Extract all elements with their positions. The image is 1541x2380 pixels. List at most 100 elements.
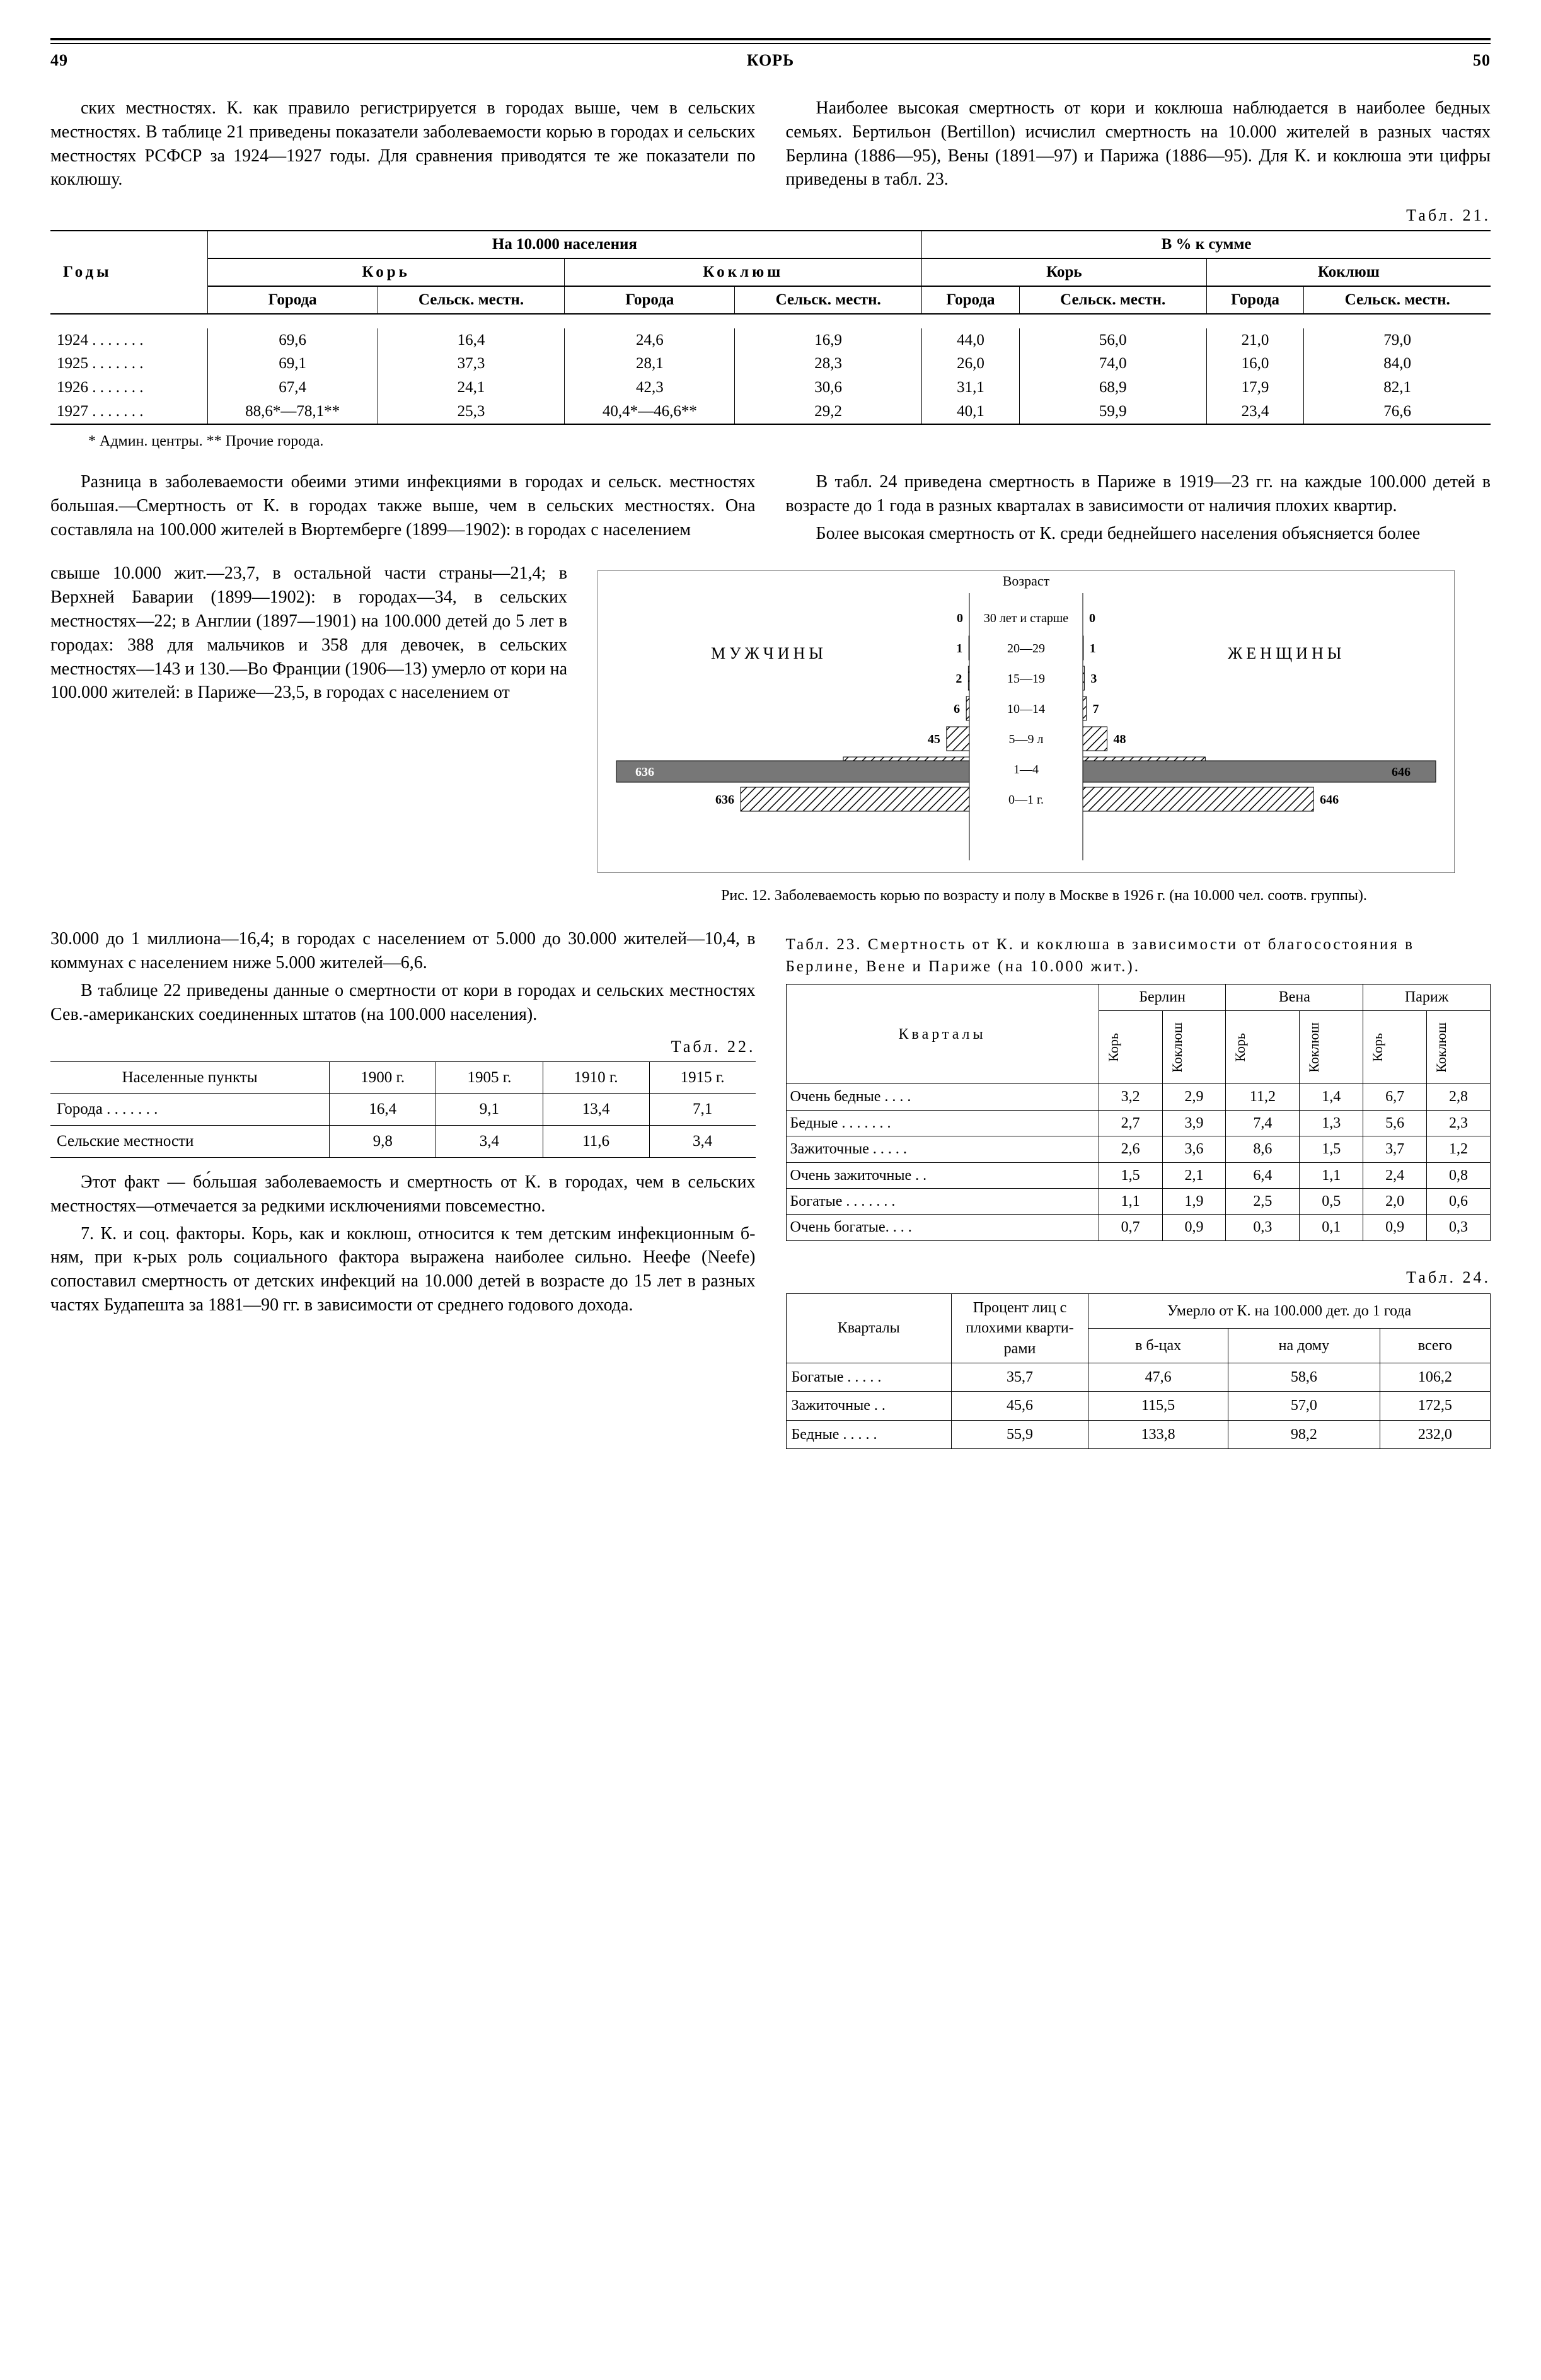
- t21-rural-1: Сельск. местн.: [378, 286, 565, 314]
- mid-left-p1: Разница в заболеваемости обеими этими ин…: [50, 470, 756, 541]
- t23-cell: 2,6: [1099, 1136, 1162, 1162]
- t22-r2v2: 11,6: [543, 1126, 649, 1158]
- t21-kor2: Корь: [1046, 263, 1082, 280]
- mid-right-p1: В табл. 24 приведена смертность в Париже…: [786, 470, 1491, 518]
- t23-cell: 1,3: [1300, 1110, 1363, 1136]
- narrow-text-2: 30.000 до 1 миллиона—16,4; в городах с н…: [50, 927, 756, 975]
- chart-svg: ВозрастМУЖЧИНЫЖЕНЩИНЫ30 лет и старше0020…: [597, 570, 1455, 873]
- t21-cell: 21,0: [1206, 328, 1304, 352]
- t23-cell: 0,9: [1162, 1215, 1226, 1240]
- t23-cell: 1,9: [1162, 1188, 1226, 1214]
- t23-cell: 8,6: [1226, 1136, 1300, 1162]
- t21-cell: 37,3: [378, 352, 565, 376]
- age-sex-chart: ВозрастМУЖЧИНЫЖЕНЩИНЫ30 лет и старше0020…: [597, 570, 1491, 906]
- svg-text:2: 2: [955, 672, 962, 686]
- intro-columns: ских местностях. К. как правило регистри…: [50, 96, 1491, 195]
- intro-right: Наиболее высокая смертность от кори и ко…: [786, 96, 1491, 192]
- t22-h1: 1900 г.: [330, 1061, 436, 1094]
- svg-text:1: 1: [1090, 642, 1096, 656]
- svg-text:Возраст: Возраст: [1003, 573, 1050, 589]
- t21-cell: 82,1: [1304, 376, 1491, 400]
- t24-label: Табл. 24.: [786, 1266, 1491, 1288]
- t21-cell: 1924 . . . . . . .: [50, 328, 207, 352]
- t23-cell: 3,6: [1162, 1136, 1226, 1162]
- t24-cell: 55,9: [952, 1420, 1088, 1448]
- t23-c1: Вена: [1226, 985, 1363, 1010]
- page-right: 50: [1473, 49, 1491, 71]
- t24-cell: 35,7: [952, 1363, 1088, 1392]
- t23-cell: 0,7: [1099, 1215, 1162, 1240]
- t23-cell: 2,8: [1427, 1084, 1491, 1110]
- t22-r1v0: 16,4: [330, 1094, 436, 1126]
- svg-text:646: 646: [1320, 793, 1339, 807]
- t23-c0: Берлин: [1099, 985, 1226, 1010]
- t23-title: Табл. 23. Смертность от К. и коклюша в з…: [786, 933, 1491, 978]
- t21-cell: 1925 . . . . . . .: [50, 352, 207, 376]
- t24-cell: 106,2: [1380, 1363, 1490, 1392]
- t21-cell: 56,0: [1019, 328, 1206, 352]
- t23-row-label: Зажиточные . . . . .: [786, 1136, 1099, 1162]
- t21-cell: 16,4: [378, 328, 565, 352]
- t24-col0: Кварталы: [786, 1293, 952, 1363]
- page-center: КОРЬ: [747, 49, 795, 71]
- t21-kok2: Коклюш: [1318, 263, 1380, 280]
- t21-h-years: Годы: [63, 263, 112, 280]
- t21-cell: 24,6: [565, 328, 735, 352]
- svg-text:48: 48: [1114, 732, 1126, 746]
- t23-cell: 6,7: [1363, 1084, 1427, 1110]
- svg-text:646: 646: [1392, 765, 1411, 779]
- t23-s10: Корь: [1230, 1024, 1251, 1071]
- t24-s2: на дому: [1228, 1328, 1380, 1363]
- lower-left: 30.000 до 1 миллиона—16,4; в городах с н…: [50, 927, 756, 1449]
- svg-text:0: 0: [1089, 611, 1095, 625]
- svg-text:6: 6: [954, 702, 960, 716]
- page-header: 49 КОРЬ 50: [50, 49, 1491, 71]
- t24-cell: 133,8: [1088, 1420, 1228, 1448]
- svg-text:3: 3: [1090, 672, 1097, 686]
- t23-cell: 0,3: [1427, 1215, 1491, 1240]
- t24-cell: 98,2: [1228, 1420, 1380, 1448]
- after-t22-p1: Этот факт — бо́льшая заболеваемость и см…: [50, 1170, 756, 1218]
- t22-r1v3: 7,1: [649, 1094, 755, 1126]
- t21-cell: 69,6: [207, 328, 378, 352]
- t23-cell: 2,7: [1099, 1110, 1162, 1136]
- t23-s20: Корь: [1367, 1024, 1388, 1071]
- t23-cell: 5,6: [1363, 1110, 1427, 1136]
- t23-cell: 0,8: [1427, 1162, 1491, 1188]
- mid-right-p2: Более высокая смертность от К. среди бед…: [786, 522, 1491, 546]
- svg-text:636: 636: [715, 793, 734, 807]
- t23-cell: 2,3: [1427, 1110, 1491, 1136]
- t23-cell: 7,4: [1226, 1110, 1300, 1136]
- svg-text:5—9 л: 5—9 л: [1009, 732, 1044, 746]
- t22-r2: Сельские местности: [50, 1126, 330, 1158]
- t21-cell: 23,4: [1206, 400, 1304, 424]
- svg-text:10—14: 10—14: [1007, 702, 1045, 716]
- t23-s11: Коклюш: [1303, 1014, 1325, 1082]
- header-rule: [50, 38, 1491, 44]
- t21-cell: 16,9: [735, 328, 922, 352]
- t21-note: * Админ. центры. ** Прочие города.: [88, 431, 1491, 451]
- t23-s21: Коклюш: [1431, 1014, 1452, 1082]
- t24-row-label: Зажиточные . .: [786, 1392, 952, 1420]
- svg-text:15—19: 15—19: [1007, 672, 1045, 686]
- t23-cell: 2,0: [1363, 1188, 1427, 1214]
- t24-cell: 115,5: [1088, 1392, 1228, 1420]
- t24-row-label: Богатые . . . . .: [786, 1363, 952, 1392]
- t21-cell: 28,1: [565, 352, 735, 376]
- svg-text:7: 7: [1093, 702, 1099, 716]
- svg-text:45: 45: [928, 732, 940, 746]
- t24-grp: Умерло от К. на 100.000 дет. до 1 года: [1088, 1293, 1491, 1328]
- t24-cell: 45,6: [952, 1392, 1088, 1420]
- svg-text:20—29: 20—29: [1007, 642, 1045, 656]
- after-t22-p2: 7. К. и соц. факторы. Корь, как и коклюш…: [50, 1222, 756, 1317]
- t21-cell: 24,1: [378, 376, 565, 400]
- t22-r2v1: 3,4: [436, 1126, 543, 1158]
- t21-kor1: Корь: [362, 263, 410, 280]
- t23-cell: 1,1: [1300, 1162, 1363, 1188]
- page-left: 49: [50, 49, 68, 71]
- t23-cell: 1,4: [1300, 1084, 1363, 1110]
- intro-left: ских местностях. К. как правило регистри…: [50, 96, 756, 192]
- svg-text:1: 1: [956, 642, 962, 656]
- t23-c2: Париж: [1363, 985, 1491, 1010]
- svg-text:1—4: 1—4: [1013, 763, 1039, 777]
